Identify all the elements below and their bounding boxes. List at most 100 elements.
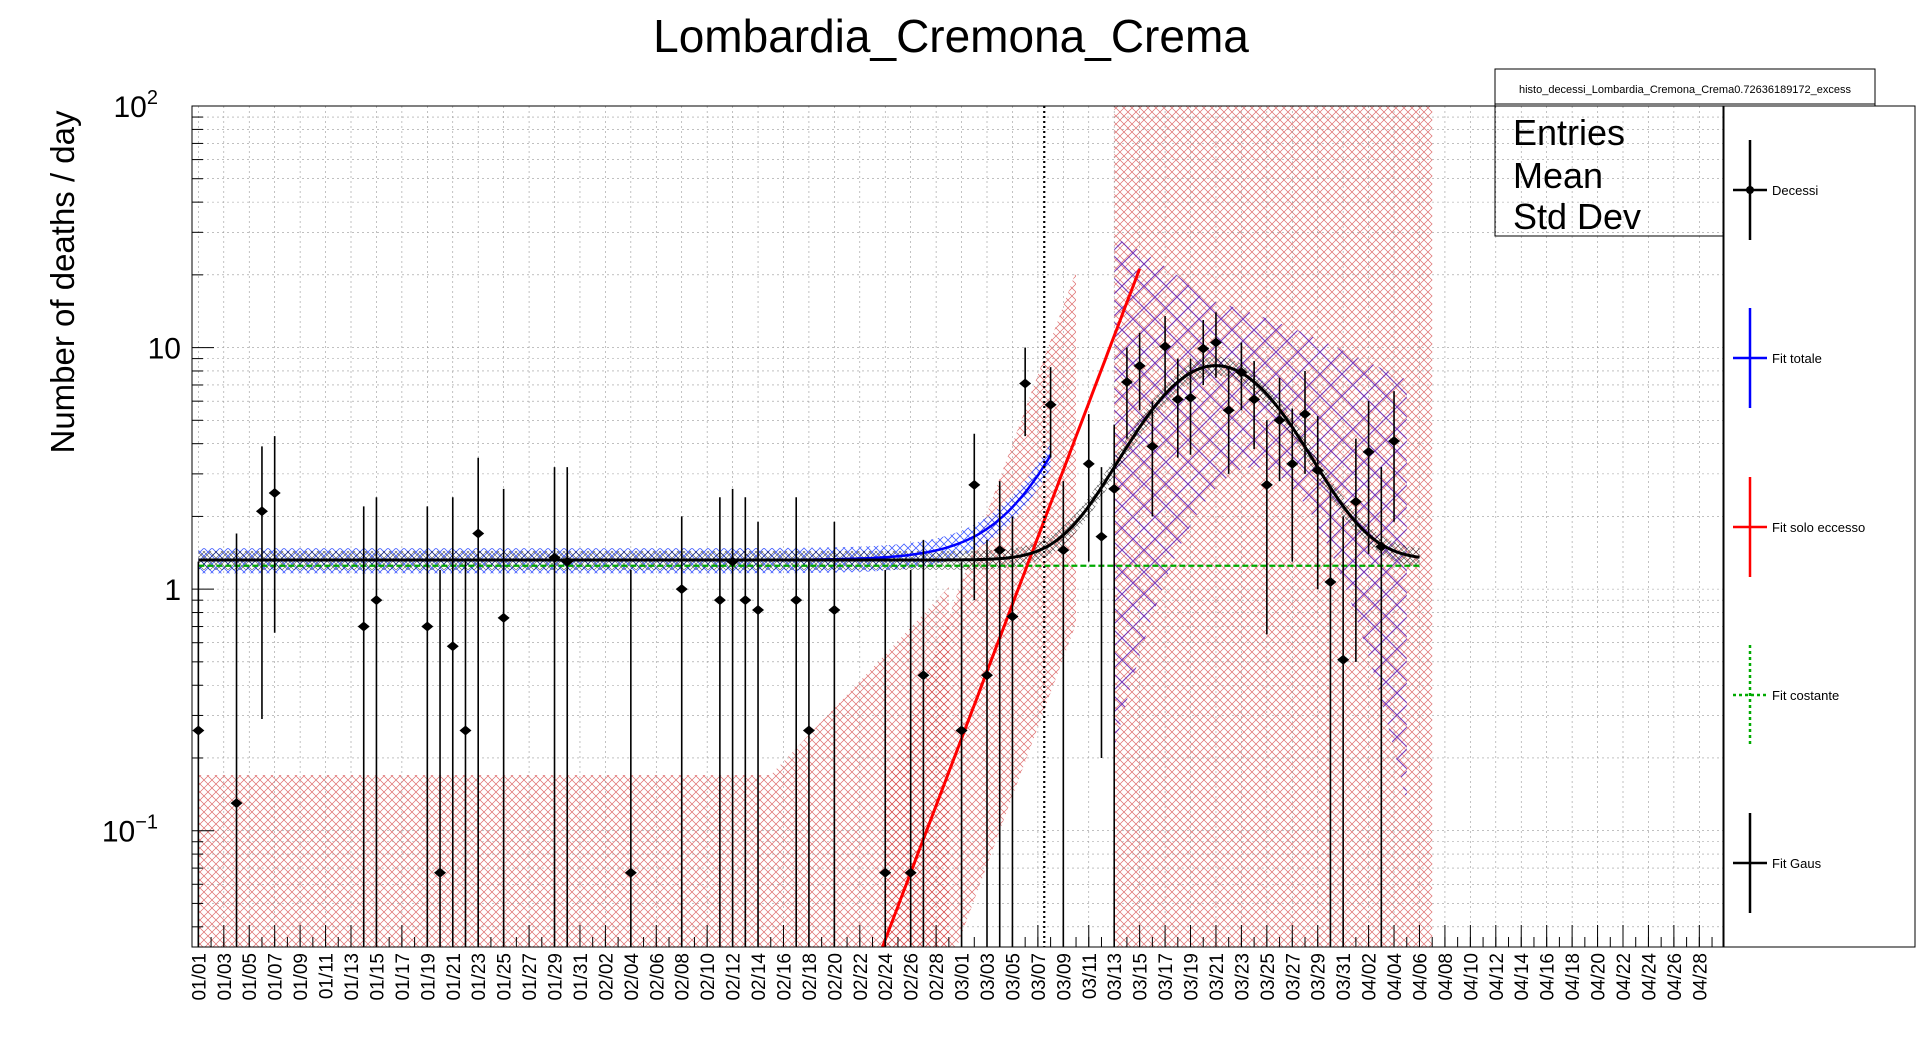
data-point-marker xyxy=(1184,392,1197,403)
data-point-marker xyxy=(1108,483,1121,494)
data-point-marker xyxy=(446,641,459,652)
y-tick-label: 102 xyxy=(114,87,159,124)
legend: Decessi Fit totale Fit solo eccesso Fit cos… xyxy=(1723,105,1916,948)
plot-frame xyxy=(191,105,1724,948)
data-point-marker xyxy=(904,867,917,878)
excess-band-low xyxy=(198,587,949,947)
data-points xyxy=(192,312,1401,947)
data-point-marker xyxy=(421,621,434,632)
y-tick-label: 10−1 xyxy=(102,812,158,849)
legend-entry: Decessi xyxy=(1733,140,1818,240)
x-tick-label: 04/10 xyxy=(1461,953,1482,1001)
data-point-marker xyxy=(472,528,485,539)
data-point-marker xyxy=(1349,496,1362,507)
data-point-marker xyxy=(1248,394,1261,405)
data-point-marker xyxy=(230,798,243,809)
x-tick-label: 03/29 xyxy=(1309,953,1330,1001)
x-tick-label: 03/11 xyxy=(1080,953,1101,999)
x-tick-label: 01/07 xyxy=(266,953,287,1001)
data-point-marker xyxy=(1006,611,1019,622)
x-tick-label: 04/04 xyxy=(1385,953,1406,1001)
data-point-marker xyxy=(1337,654,1350,665)
x-tick-label: 04/06 xyxy=(1410,953,1431,1001)
data-point-marker xyxy=(1044,399,1057,410)
x-tick-label: 01/05 xyxy=(240,953,261,1001)
x-tick-label: 03/25 xyxy=(1258,953,1279,1001)
x-tick-label: 01/23 xyxy=(469,953,490,1001)
legend-label: Decessi xyxy=(1772,183,1818,198)
data-point-marker xyxy=(879,867,892,878)
x-tick-label: 03/27 xyxy=(1283,953,1304,1001)
x-tick-label: 02/14 xyxy=(749,953,770,1001)
data-point-marker xyxy=(739,595,752,606)
data-point-marker xyxy=(1197,343,1210,354)
x-tick-label: 03/31 xyxy=(1334,953,1355,1001)
x-tick-label: 01/03 xyxy=(215,953,236,1001)
x-tick-label: 01/11 xyxy=(317,953,338,999)
y-tick-label: 1 xyxy=(164,574,181,607)
data-point-marker xyxy=(1120,377,1133,388)
x-tick-label: 03/21 xyxy=(1207,953,1228,1001)
data-point-marker xyxy=(968,479,981,490)
chart-title: Lombardia_Cremona_Crema xyxy=(653,10,1249,62)
x-tick-label: 04/18 xyxy=(1563,953,1584,1001)
data-point-marker xyxy=(192,725,205,736)
legend-entry: Fit Gaus xyxy=(1733,813,1822,913)
data-point-marker xyxy=(357,621,370,632)
data-point-marker xyxy=(993,545,1006,556)
data-point-marker xyxy=(459,725,472,736)
data-point-marker xyxy=(675,584,688,595)
data-point-marker xyxy=(917,670,930,681)
x-tick-label: 02/20 xyxy=(825,953,846,1001)
x-tick-label: 04/20 xyxy=(1589,953,1610,1001)
data-point-marker xyxy=(1362,446,1375,457)
data-point-marker xyxy=(713,595,726,606)
data-point-marker xyxy=(1222,405,1235,416)
data-point-marker xyxy=(1286,458,1299,469)
data-point-marker xyxy=(548,552,561,563)
data-point-marker xyxy=(1133,360,1146,371)
data-point-marker xyxy=(752,604,765,615)
y-tick-label: 10 xyxy=(148,333,181,366)
x-tick-label: 02/24 xyxy=(876,953,897,1001)
x-tick-label: 03/01 xyxy=(953,953,974,1001)
x-tick-label: 02/26 xyxy=(902,953,923,1001)
data-point-marker xyxy=(828,604,841,615)
data-point-marker xyxy=(497,612,510,623)
x-tick-label: 01/09 xyxy=(291,953,312,1001)
x-tick-label: 04/28 xyxy=(1690,953,1711,1001)
legend-entry: Fit totale xyxy=(1733,308,1822,408)
data-point-marker xyxy=(802,725,815,736)
data-point-marker xyxy=(1375,541,1388,552)
x-tick-label: 02/04 xyxy=(622,953,643,1001)
data-point-marker xyxy=(726,556,739,567)
x-tick-label: 01/13 xyxy=(342,953,363,1001)
legend-entry: Fit costante xyxy=(1733,645,1839,745)
uncertainty-bands xyxy=(198,106,1433,947)
stats-stddev-label: Std Dev xyxy=(1513,196,1641,237)
data-point-marker xyxy=(790,595,803,606)
stats-mean-label: Mean xyxy=(1513,155,1603,196)
x-tick-label: 01/19 xyxy=(418,953,439,1001)
legend-entry: Fit solo eccesso xyxy=(1733,477,1865,577)
legend-label: Fit costante xyxy=(1772,688,1839,703)
x-tick-label: 04/02 xyxy=(1360,953,1381,1001)
x-tick-label: 04/16 xyxy=(1538,953,1559,1001)
data-point-marker xyxy=(1235,367,1248,378)
x-tick-label: 01/15 xyxy=(367,953,388,1001)
x-tick-label: 01/17 xyxy=(393,953,414,1001)
x-tick-label: 03/17 xyxy=(1156,953,1177,1001)
x-tick-label: 02/10 xyxy=(698,953,719,1001)
x-tick-label: 04/24 xyxy=(1639,953,1660,1001)
x-tick-label: 03/09 xyxy=(1054,953,1075,1001)
data-point-marker xyxy=(1324,577,1337,588)
x-tick-label: 03/07 xyxy=(1029,953,1050,1001)
data-point-marker xyxy=(434,867,447,878)
x-tick-label: 03/23 xyxy=(1232,953,1253,1001)
x-tick-label: 03/13 xyxy=(1105,953,1126,1001)
data-point-marker xyxy=(1171,394,1184,405)
data-point-marker xyxy=(1388,436,1401,447)
stats-box: histo_decessi_Lombardia_Cremona_Crema0.7… xyxy=(1494,68,1876,237)
data-point-marker xyxy=(1299,409,1311,420)
